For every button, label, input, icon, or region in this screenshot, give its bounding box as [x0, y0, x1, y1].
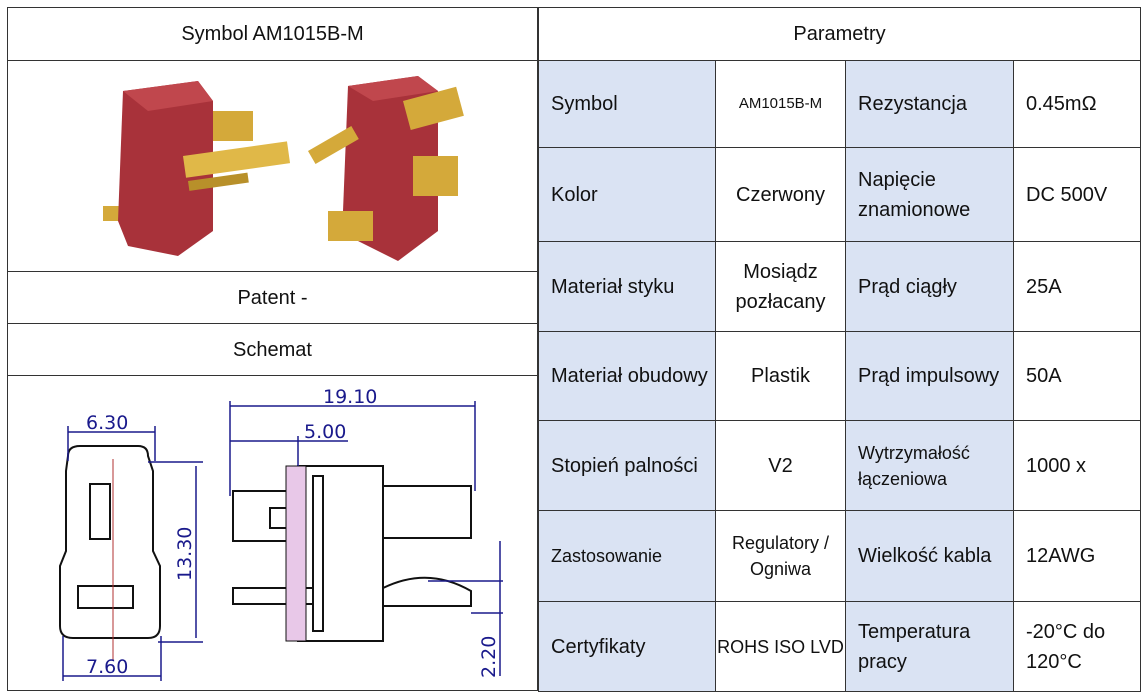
product-photo	[7, 60, 538, 272]
param-v1-cell: Czerwony	[715, 147, 846, 242]
param-l1-cell: Materiał styku	[538, 241, 716, 332]
technical-drawing: 6.30 7.60 13.30 19.10 5.00 2.20	[7, 375, 538, 691]
connector-photo-image	[103, 76, 464, 261]
param-l2-cell: Wytrzymałość łączeniowa	[845, 420, 1014, 511]
param-l2-cell: Prąd impulsowy	[845, 331, 1014, 421]
param-l1-cell: Symbol	[538, 60, 716, 148]
param-l1-cell: Materiał obudowy	[538, 331, 716, 421]
param-v2-cell: 12AWG	[1013, 510, 1141, 602]
patent-row: Patent -	[7, 271, 538, 324]
param-v2-cell: 50A	[1013, 331, 1141, 421]
param-l2-cell: Wielkość kabla	[845, 510, 1014, 602]
param-l2-cell: Prąd ciągły	[845, 241, 1014, 332]
parametry-header: Parametry	[538, 7, 1141, 61]
dim-offset: 5.00	[304, 421, 346, 443]
param-l1-cell: Kolor	[538, 147, 716, 242]
dimension-drawing: 6.30 7.60 13.30 19.10 5.00 2.20	[59, 386, 503, 681]
dim-length: 19.10	[323, 386, 377, 408]
dim-pin-height: 2.20	[478, 636, 500, 678]
param-v2-cell: -20°C do 120°C	[1013, 601, 1141, 692]
param-v1-cell: ROHS ISO LVD	[715, 601, 846, 692]
param-v2-cell: 1000 x	[1013, 420, 1141, 511]
dim-bottom-width: 7.60	[86, 656, 128, 678]
param-v2-cell: 0.45mΩ	[1013, 60, 1141, 148]
param-l2-cell: Rezystancja	[845, 60, 1014, 148]
param-l1-cell: Stopień palności	[538, 420, 716, 511]
symbol-header: Symbol AM1015B-M	[7, 7, 538, 61]
param-l2-cell: Napięcie znamionowe	[845, 147, 1014, 242]
param-v1-cell: AM1015B-M	[715, 60, 846, 148]
param-l1-cell: Zastosowanie	[538, 510, 716, 602]
param-v2-cell: DC 500V	[1013, 147, 1141, 242]
param-v1-cell: Regulatory / Ogniwa	[715, 510, 846, 602]
param-v1-cell: V2	[715, 420, 846, 511]
param-v1-cell: Plastik	[715, 331, 846, 421]
param-l2-cell: Temperatura pracy	[845, 601, 1014, 692]
param-v1-cell: Mosiądz pozłacany	[715, 241, 846, 332]
param-v2-cell: 25A	[1013, 241, 1141, 332]
param-l1-cell: Certyfikaty	[538, 601, 716, 692]
dim-top-width: 6.30	[86, 412, 128, 434]
dim-height: 13.30	[174, 527, 196, 581]
schemat-header: Schemat	[7, 323, 538, 376]
